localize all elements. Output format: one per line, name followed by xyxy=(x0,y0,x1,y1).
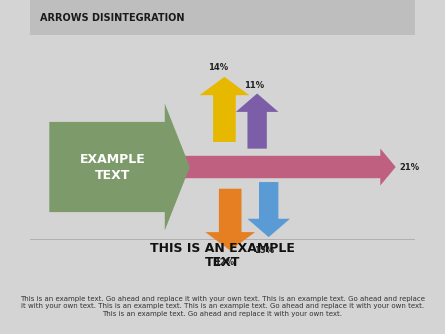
Text: 14%: 14% xyxy=(208,63,228,72)
Polygon shape xyxy=(236,94,279,149)
Text: 11%: 11% xyxy=(244,81,264,90)
Text: THIS IS AN EXAMPLE
TEXT: THIS IS AN EXAMPLE TEXT xyxy=(150,242,295,269)
FancyBboxPatch shape xyxy=(30,0,415,35)
Polygon shape xyxy=(182,149,396,185)
Polygon shape xyxy=(199,77,249,142)
Text: 12%: 12% xyxy=(214,258,235,267)
Polygon shape xyxy=(205,189,255,250)
Text: 21%: 21% xyxy=(400,163,420,171)
Text: EXAMPLE
TEXT: EXAMPLE TEXT xyxy=(80,153,146,181)
Text: 15%: 15% xyxy=(254,246,274,256)
Polygon shape xyxy=(247,182,290,237)
Text: ARROWS DISINTEGRATION: ARROWS DISINTEGRATION xyxy=(40,13,184,23)
Polygon shape xyxy=(49,104,190,230)
Text: This is an example text. Go ahead and replace it with your own text. This is an : This is an example text. Go ahead and re… xyxy=(20,296,425,317)
